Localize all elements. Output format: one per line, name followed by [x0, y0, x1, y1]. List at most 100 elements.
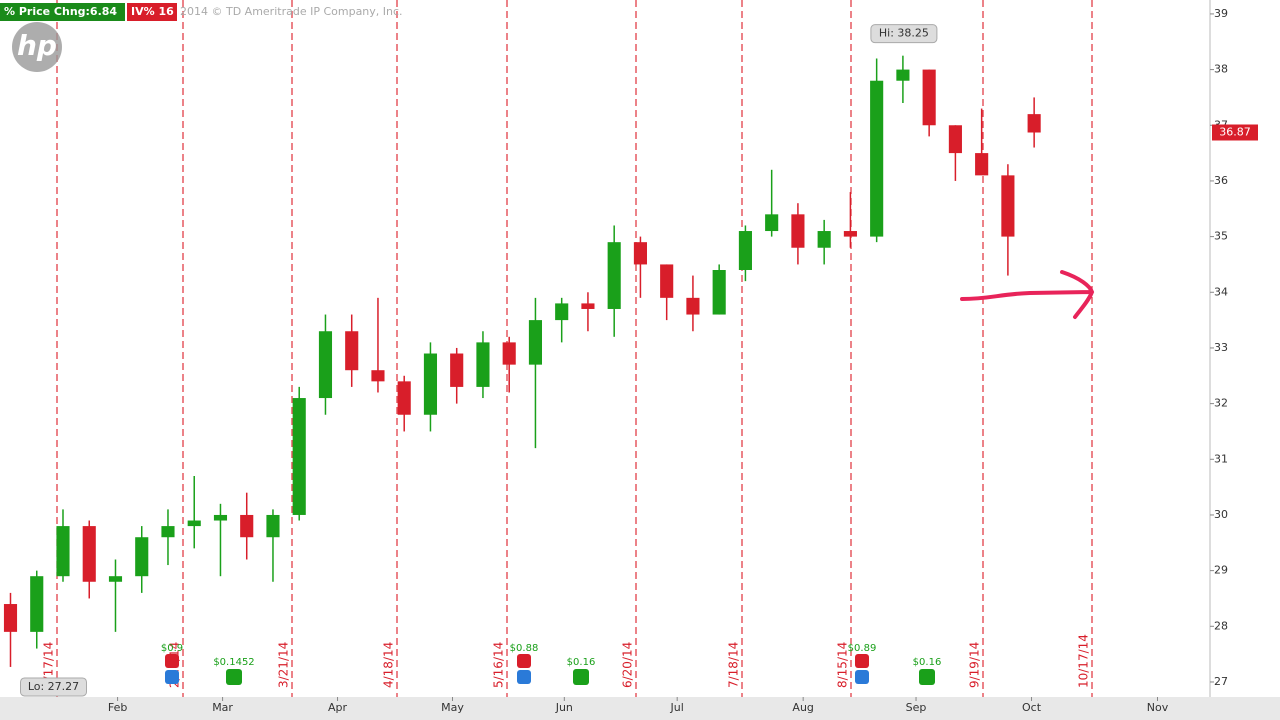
y-tick-label: 39 [1214, 7, 1228, 20]
y-tick-label: 35 [1214, 230, 1228, 243]
iv-badge [127, 3, 177, 21]
price-change-badge [0, 3, 125, 21]
candle-body [633, 242, 647, 265]
candle-body [975, 153, 989, 176]
y-tick-label: 34 [1214, 285, 1228, 298]
candle-body [56, 526, 70, 577]
dividend-label: $0.16 [913, 657, 942, 668]
conf-icon [165, 670, 179, 684]
dividend-label: $0.88 [510, 643, 539, 654]
candle-body [292, 398, 306, 515]
candle-body [135, 537, 149, 577]
x-tick-label: Aug [792, 701, 813, 714]
last-price: 36.87 [1219, 125, 1251, 138]
x-tick-label: May [441, 701, 464, 714]
x-tick-label: Apr [328, 701, 348, 714]
candle-body [397, 381, 411, 415]
candle-body [660, 264, 674, 298]
x-tick-label: Oct [1022, 701, 1042, 714]
x-axis-bar [0, 697, 1280, 720]
earnings-icon [165, 654, 179, 668]
candle-body [213, 514, 228, 521]
candle-body [712, 270, 726, 315]
conf-icon [855, 670, 869, 684]
copyright: 2014 © TD Ameritrade IP Company, Inc. [180, 5, 403, 18]
candle-body [318, 331, 333, 399]
y-tick-label: 28 [1214, 619, 1228, 632]
candle-body [3, 604, 18, 632]
candle-body [30, 576, 44, 632]
candle-body [686, 297, 700, 315]
conf-icon [517, 670, 531, 684]
candle-body [108, 576, 123, 582]
event-label: 5/16/14 [492, 642, 506, 688]
x-tick-label: Jul [670, 701, 684, 714]
candle-body [476, 342, 490, 387]
y-tick-label: 38 [1214, 63, 1228, 76]
y-tick-label: 29 [1214, 564, 1228, 577]
candle-body [1027, 114, 1041, 133]
candle-body [450, 353, 464, 387]
candle-body [922, 69, 936, 126]
dividend-label: $0.16 [567, 657, 596, 668]
price-change: % Price Chng:6.84 [4, 5, 117, 18]
event-label: 10/17/14 [1077, 634, 1091, 688]
event-label: 3/21/14 [277, 642, 291, 688]
dividend-icon [919, 669, 935, 685]
y-tick-label: 33 [1214, 341, 1228, 354]
candle-body [266, 514, 280, 538]
candle-body [791, 214, 805, 248]
candle-body [240, 514, 254, 538]
x-tick-label: Nov [1147, 701, 1169, 714]
candle-body [371, 370, 385, 382]
candle-body [896, 69, 910, 81]
candle-body [423, 353, 438, 415]
event-label: 6/20/14 [621, 642, 635, 688]
candle-body [948, 125, 962, 154]
x-tick-label: Sep [906, 701, 927, 714]
event-label: 7/18/14 [727, 642, 741, 688]
candle-body [345, 331, 359, 371]
candle-body [161, 526, 175, 538]
event-label: 8/15/14 [836, 642, 850, 688]
y-tick-label: 36 [1214, 174, 1228, 187]
dividend-icon [573, 669, 589, 685]
y-tick-label: 30 [1214, 508, 1228, 521]
candle-body [1001, 175, 1015, 237]
hi-bubble [870, 24, 938, 44]
candle-body [817, 231, 831, 248]
earnings-icon [517, 654, 531, 668]
lo-label: Lo: 27.27 [28, 680, 79, 693]
candle-body [187, 520, 201, 527]
event-label: 9/19/14 [968, 642, 982, 688]
hand-drawn-arrow [960, 270, 1095, 319]
y-tick-label: 32 [1214, 397, 1228, 410]
candle-body [843, 231, 857, 237]
candle-body [765, 214, 779, 232]
candle-body [82, 526, 96, 582]
dividend-label: $0.9 [161, 643, 183, 654]
candle-body [581, 303, 595, 309]
candle-body [607, 242, 621, 309]
x-tick-label: Feb [108, 701, 127, 714]
candle-body [738, 231, 752, 271]
candle-body [870, 80, 884, 237]
y-tick-label: 31 [1214, 452, 1228, 465]
x-tick-label: Mar [212, 701, 233, 714]
event-label: 4/18/14 [382, 642, 396, 688]
x-tick-label: Jun [555, 701, 573, 714]
lo-bubble [19, 677, 87, 697]
dividend-label: $0.89 [848, 643, 877, 654]
hp-logo-text: hp [17, 29, 57, 62]
candle-body [502, 342, 516, 365]
earnings-icon [855, 654, 869, 668]
hi-label: Hi: 38.25 [879, 27, 929, 40]
iv: IV% 16 [131, 5, 174, 18]
hp-logo [12, 22, 62, 72]
event-label: 1/17/14 [42, 642, 56, 688]
last-price-bubble [1212, 124, 1258, 141]
candle-body [555, 303, 569, 321]
candle-body [528, 320, 543, 365]
